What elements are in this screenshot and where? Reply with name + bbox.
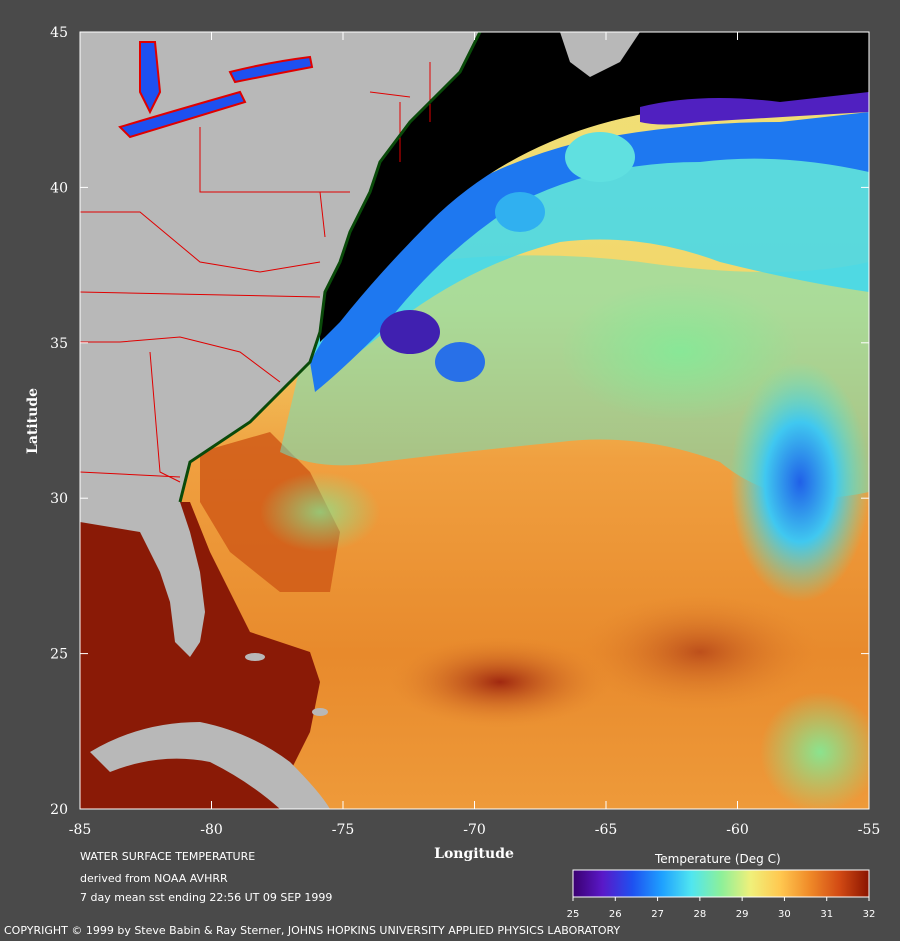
warm-core-east: [580, 592, 820, 712]
sst-map: [80, 32, 869, 809]
land-cuba: [90, 722, 330, 809]
x-tick-label: -85: [69, 822, 92, 838]
lake-ontario: [228, 55, 314, 84]
y-tick-label: 40: [50, 180, 68, 196]
x-axis-ticks: -85 -80 -75 -70 -65 -60 -55: [69, 32, 881, 838]
colorbar-tick-label: 25: [567, 909, 580, 920]
cyan-band: [310, 137, 869, 382]
land-bahamas: [245, 653, 265, 661]
lake-michigan-huron: [139, 41, 162, 115]
map-title: WATER SURFACE TEMPERATURE: [80, 850, 256, 863]
x-tick-label: -65: [595, 822, 618, 838]
coastline: [178, 32, 482, 503]
lake-erie: [118, 90, 247, 139]
land-north-america: [80, 32, 480, 502]
y-axis-title: Latitude: [25, 388, 41, 454]
cold-shelf-water: [320, 32, 869, 342]
y-tick-label: 25: [50, 647, 68, 663]
colorbar-tick-label: 31: [820, 909, 833, 920]
state-boundaries: [80, 62, 431, 483]
eddy-mid: [435, 342, 485, 382]
x-axis-title: Longitude: [434, 846, 514, 862]
land-bahamas-2: [312, 708, 328, 716]
x-tick-label: -70: [463, 822, 486, 838]
green-patch: [560, 282, 800, 422]
copyright-notice: COPYRIGHT © 1999 by Steve Babin & Ray St…: [4, 924, 621, 937]
map-subtitle: derived from NOAA AVHRR: [80, 872, 228, 885]
x-tick-label: -60: [726, 822, 749, 838]
colorbar-gradient: [572, 869, 870, 898]
colorbar: 25 26 27 28 29 30 31 32: [567, 869, 876, 920]
x-tick-label: -80: [200, 822, 223, 838]
colorbar-tick-label: 26: [609, 909, 622, 920]
warm-ring-north: [565, 132, 635, 182]
cool-patch-southeast: [760, 692, 869, 809]
cool-patch-west: [260, 472, 380, 552]
map-frame-border: [79, 31, 870, 810]
sst-map-image: [80, 32, 869, 809]
x-tick-label: -55: [858, 822, 881, 838]
y-tick-label: 35: [50, 336, 68, 352]
y-tick-label: 30: [50, 491, 68, 507]
map-period: 7 day mean sst ending 22:56 UT 09 SEP 19…: [80, 891, 333, 904]
x-tick-label: -75: [332, 822, 355, 838]
colorbar-tick-label: 28: [693, 909, 706, 920]
y-tick-label: 45: [50, 25, 68, 41]
y-tick-label: 20: [50, 802, 68, 818]
land-florida: [80, 502, 205, 657]
eddy-north: [495, 192, 545, 232]
colorbar-tick-label: 30: [778, 909, 791, 920]
cold-eddy: [380, 310, 440, 354]
colorbar-title: Temperature (Deg C): [655, 852, 781, 866]
colorbar-tick-label: 27: [651, 909, 664, 920]
colorbar-tick-label: 32: [863, 909, 876, 920]
purple-edge: [640, 92, 869, 125]
warm-core: [390, 637, 610, 727]
cool-eddy-east: [730, 362, 869, 602]
land-nova-scotia: [560, 32, 640, 77]
colorbar-tick-label: 29: [736, 909, 749, 920]
y-axis-ticks: 45 40 35 30 25 20: [50, 25, 869, 818]
